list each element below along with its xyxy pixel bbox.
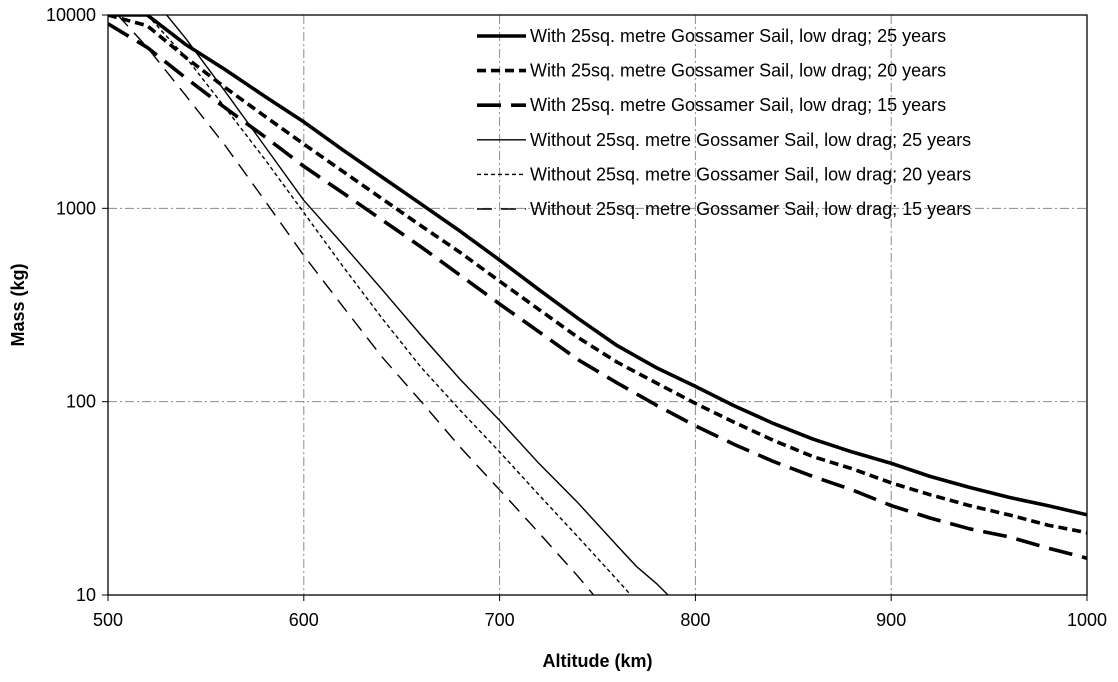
series-line-4: [166, 15, 669, 595]
y-tick-label: 100: [66, 392, 96, 412]
x-tick-label: 800: [680, 610, 710, 630]
series-lines: [108, 15, 1087, 595]
x-tick-label: 700: [485, 610, 515, 630]
y-tick-label: 1000: [56, 198, 96, 218]
axis-ticks: 500 600 700 800 900 1000 10 100 1000 10000: [46, 5, 1107, 630]
y-axis-title: Mass (kg): [8, 263, 28, 346]
legend-label-1: With 25sq. metre Gossamer Sail, low drag…: [530, 26, 946, 46]
x-axis-title: Altitude (km): [543, 651, 653, 671]
x-tick-label: 600: [289, 610, 319, 630]
x-tick-label: 500: [93, 610, 123, 630]
series-line-2: [108, 15, 1087, 535]
legend-label-4: Without 25sq. metre Gossamer Sail, low d…: [530, 130, 971, 150]
legend-label-2: With 25sq. metre Gossamer Sail, low drag…: [530, 61, 946, 81]
y-tick-label: 10: [76, 585, 96, 605]
y-tick-label: 10000: [46, 5, 96, 25]
series-line-1: [108, 15, 1087, 517]
series-line-5: [146, 15, 632, 595]
legend-label-5: Without 25sq. metre Gossamer Sail, low d…: [530, 164, 971, 184]
legend: With 25sq. metre Gossamer Sail, low drag…: [477, 26, 971, 219]
x-tick-label: 1000: [1067, 610, 1107, 630]
legend-label-3: With 25sq. metre Gossamer Sail, low drag…: [530, 95, 946, 115]
x-tick-label: 900: [876, 610, 906, 630]
series-line-3: [108, 22, 1087, 560]
plot-area-frame: [107, 14, 1088, 596]
series-line-6: [117, 15, 595, 595]
legend-label-6: Without 25sq. metre Gossamer Sail, low d…: [530, 199, 971, 219]
